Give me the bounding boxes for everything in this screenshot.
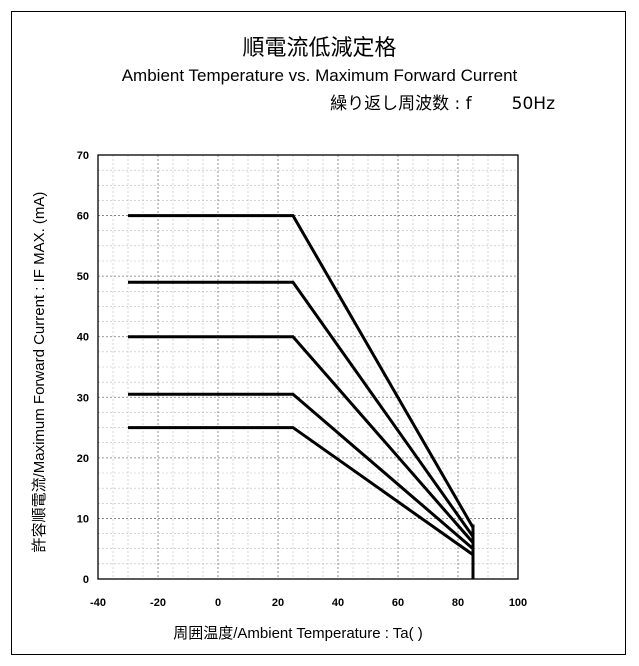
y-tick-label: 60 — [77, 211, 89, 223]
x-tick-label: 20 — [272, 597, 284, 609]
x-tick-label: 80 — [452, 597, 464, 609]
x-axis-label: 周囲温度/Ambient Temperature : Ta( ) — [173, 625, 423, 642]
x-tick-label: 40 — [332, 597, 344, 609]
chart-title: 順電流低減定格 — [242, 36, 397, 61]
series-line-1 — [128, 214, 475, 529]
y-tick-label: 40 — [77, 332, 89, 344]
frequency-condition: 繰り返し周波数 : f 50Hz — [330, 89, 555, 114]
figure-frame — [11, 11, 626, 655]
x-tick-labels: -40 -20 0 20 40 60 80 100 — [90, 597, 527, 609]
plot-border — [97, 154, 519, 580]
y-tick-label: 10 — [77, 513, 89, 525]
series-group — [128, 214, 475, 579]
x-tick-label: -20 — [150, 597, 166, 609]
series-line-3 — [128, 335, 475, 544]
series-line-4 — [128, 392, 474, 550]
y-tick-label: 50 — [77, 271, 89, 283]
series-line-2 — [128, 280, 475, 538]
y-tick-labels: 0 10 20 30 40 50 60 70 — [77, 150, 89, 586]
x-tick-label: -40 — [90, 597, 106, 609]
series-line-5 — [128, 426, 474, 556]
y-tick-label: 70 — [77, 150, 89, 162]
x-tick-label: 100 — [509, 597, 527, 609]
grid-minor — [98, 155, 518, 579]
frequency-value: 50Hz — [511, 94, 555, 114]
y-tick-label: 0 — [83, 574, 89, 586]
chart-subtitle: Ambient Temperature vs. Maximum Forward … — [121, 66, 518, 85]
y-axis-label: 許容順電流/Maximum Forward Current : IF MAX. … — [31, 192, 48, 553]
x-tick-label: 0 — [215, 597, 221, 609]
x-tick-label: 60 — [392, 597, 404, 609]
frequency-label: 繰り返し周波数 : f — [330, 94, 472, 114]
y-tick-label: 20 — [77, 453, 89, 465]
y-tick-label: 30 — [77, 392, 89, 404]
